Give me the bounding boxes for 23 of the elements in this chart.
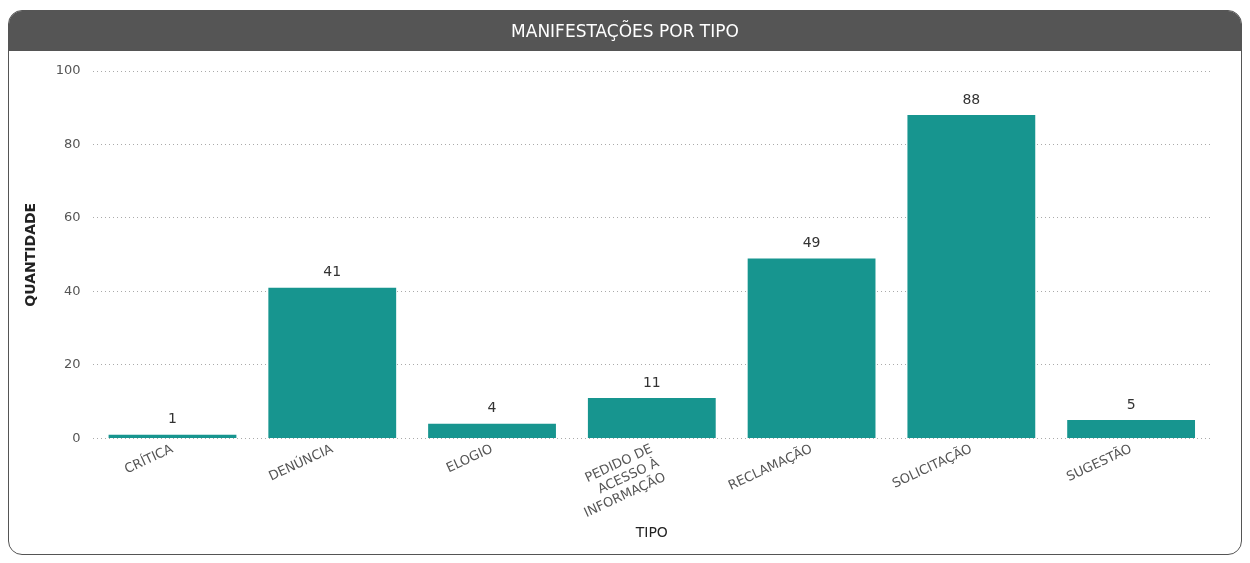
data-label: 88	[962, 90, 981, 107]
y-tick-label: 20	[64, 356, 81, 372]
y-tick-label: 100	[55, 62, 81, 78]
data-label: 41	[323, 263, 342, 280]
data-label: 1	[168, 410, 177, 427]
y-tick-label: 40	[64, 282, 81, 298]
bar	[268, 287, 397, 438]
bar	[587, 398, 716, 438]
y-tick-label: 60	[64, 209, 81, 225]
bar	[1067, 420, 1196, 438]
bar	[907, 115, 1036, 438]
bar	[747, 258, 876, 438]
bar	[108, 434, 237, 438]
data-label: 11	[642, 373, 661, 390]
chart-title: MANIFESTAÇÕES POR TIPO	[9, 11, 1241, 51]
x-axis-title: TIPO	[634, 524, 668, 541]
y-tick-label: 80	[64, 135, 81, 151]
y-axis-title: QUANTIDADE	[22, 202, 39, 307]
data-label: 49	[802, 234, 821, 251]
data-label: 5	[1126, 395, 1136, 412]
data-label: 4	[487, 399, 497, 416]
y-tick-label: 0	[72, 429, 81, 445]
bar	[428, 423, 556, 438]
